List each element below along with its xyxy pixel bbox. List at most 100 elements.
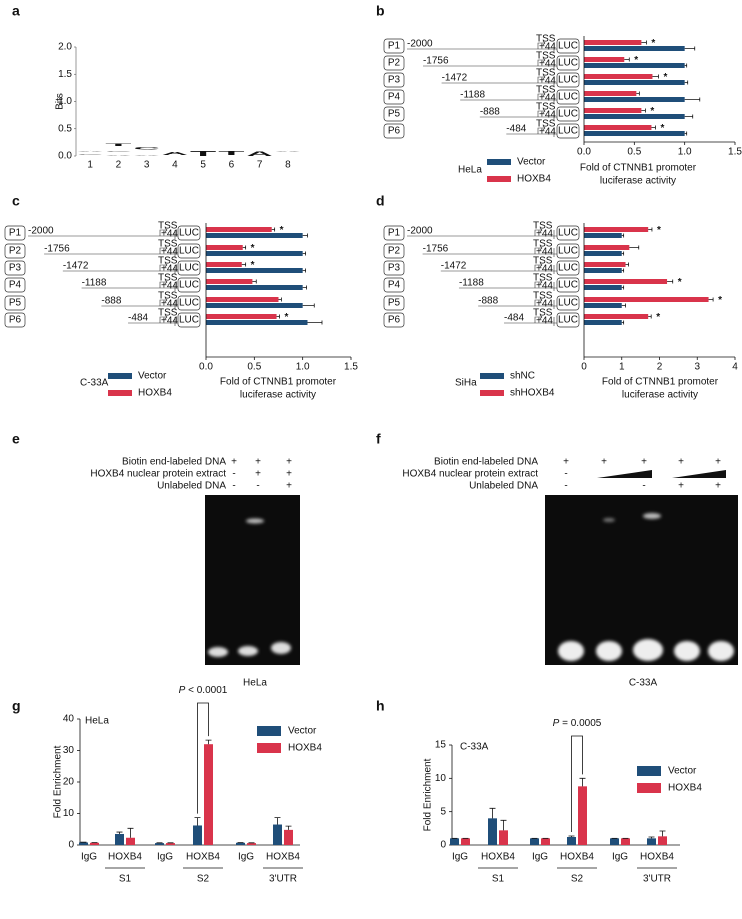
reporter-box: [177, 312, 201, 328]
bar: [584, 74, 653, 79]
promoter-box: [383, 123, 405, 139]
bar: [206, 251, 303, 256]
category-label: P1: [388, 228, 401, 239]
tss-arrow: [159, 262, 168, 271]
promoter-box: [383, 89, 405, 105]
error-bar: [621, 268, 625, 273]
tss-label: TSS: [536, 119, 556, 130]
reporter-box: [556, 72, 580, 88]
lane-sign: +: [715, 481, 721, 492]
y-tick-label: 1.0: [58, 96, 72, 107]
reporter-box: [556, 295, 580, 311]
reporter-box: [177, 225, 201, 241]
reporter-label: LUC: [179, 228, 199, 239]
y-tick-label: 1.5: [58, 69, 72, 80]
significance: *: [634, 55, 638, 66]
x-tick-label: IgG: [452, 852, 468, 863]
lane-sign: +: [255, 457, 261, 468]
reporter-box: [177, 295, 201, 311]
bar: [584, 108, 642, 113]
reporter-box: [177, 260, 201, 276]
legend-label: HOXB4: [138, 388, 172, 399]
x-tick-label: HOXB4: [560, 852, 594, 863]
significance: *: [651, 38, 655, 49]
lane-sign: -: [564, 469, 567, 480]
promoter-start: -888: [480, 107, 500, 118]
bar: [647, 838, 656, 845]
x-tick-label: HOXB4: [186, 852, 220, 863]
legend-label: Vector: [668, 766, 697, 777]
error-bar: [127, 827, 134, 838]
promoter-start: -2000: [28, 226, 54, 237]
gel-row-label: HOXB4 nuclear protein extract: [90, 469, 226, 480]
logo-letter: T: [218, 150, 245, 156]
category-label: P4: [388, 280, 401, 291]
promoter-box: [383, 106, 405, 122]
bar: [206, 227, 272, 232]
significance: *: [284, 312, 288, 323]
end-label: +44: [161, 316, 178, 327]
error-bar: [302, 303, 315, 308]
legend-swatch: [108, 373, 132, 379]
x-axis-label: Fold of CTNNB1 promoter: [220, 377, 337, 388]
error-bar: [629, 245, 640, 250]
x-tick-label: IgG: [238, 852, 254, 863]
category-label: P5: [388, 298, 401, 309]
lane-sign: +: [715, 457, 721, 468]
end-label: +44: [161, 247, 178, 258]
x-tick-label: 5: [200, 160, 206, 171]
bar: [584, 233, 622, 238]
category-label: P3: [388, 75, 401, 86]
end-label: +44: [539, 127, 556, 138]
tss-arrow: [537, 57, 546, 66]
lane-sign: +: [231, 457, 237, 468]
error-bar: [621, 233, 625, 238]
y-tick-label: 0.0: [58, 151, 72, 162]
promoter-start: -888: [478, 296, 498, 307]
tss-arrow: [534, 262, 543, 271]
lane-sign: -: [564, 481, 567, 492]
tss-label: TSS: [158, 308, 178, 319]
error-bar: [651, 125, 656, 130]
x-tick-label: 4: [732, 362, 738, 373]
promoter-start: -484: [504, 313, 524, 324]
error-bar: [579, 777, 586, 787]
bar: [567, 837, 576, 845]
bar: [115, 833, 124, 845]
category-label: P2: [388, 246, 401, 257]
p-text: < 0.0001: [185, 685, 227, 696]
x-tick-label: 1: [87, 160, 93, 171]
legend-label: shNC: [510, 371, 535, 382]
category-label: P2: [388, 58, 401, 69]
error-bar: [641, 40, 647, 45]
x-axis-label: luciferase activity: [622, 390, 698, 401]
lane-sign: +: [286, 469, 292, 480]
reporter-label: LUC: [179, 280, 199, 291]
error-bar: [648, 314, 652, 319]
reporter-label: LUC: [179, 298, 199, 309]
bar: [206, 245, 243, 250]
reporter-label: LUC: [558, 58, 578, 69]
x-tick-label: HOXB4: [640, 852, 674, 863]
bar: [584, 297, 709, 302]
bar: [273, 824, 282, 845]
bar: [206, 268, 303, 273]
bar: [206, 285, 303, 290]
cell-line: SiHa: [455, 378, 477, 389]
end-label: +44: [536, 281, 553, 292]
x-tick-label: 0: [581, 362, 587, 373]
reporter-box: [556, 89, 580, 105]
bar: [610, 838, 619, 845]
group-label: S1: [119, 874, 132, 885]
bar: [236, 842, 245, 845]
promoter-start: -1472: [442, 73, 468, 84]
y-axis-label: Fold Enrichment: [423, 758, 434, 831]
p-value: P < 0.0001: [179, 685, 228, 696]
bar: [206, 303, 303, 308]
legend-label: Vector: [288, 726, 317, 737]
gel-row-label: Unlabeled DNA: [469, 481, 538, 492]
tss-arrow: [159, 245, 168, 254]
promoter-start: -1756: [423, 56, 449, 67]
tss-label: TSS: [536, 34, 556, 45]
